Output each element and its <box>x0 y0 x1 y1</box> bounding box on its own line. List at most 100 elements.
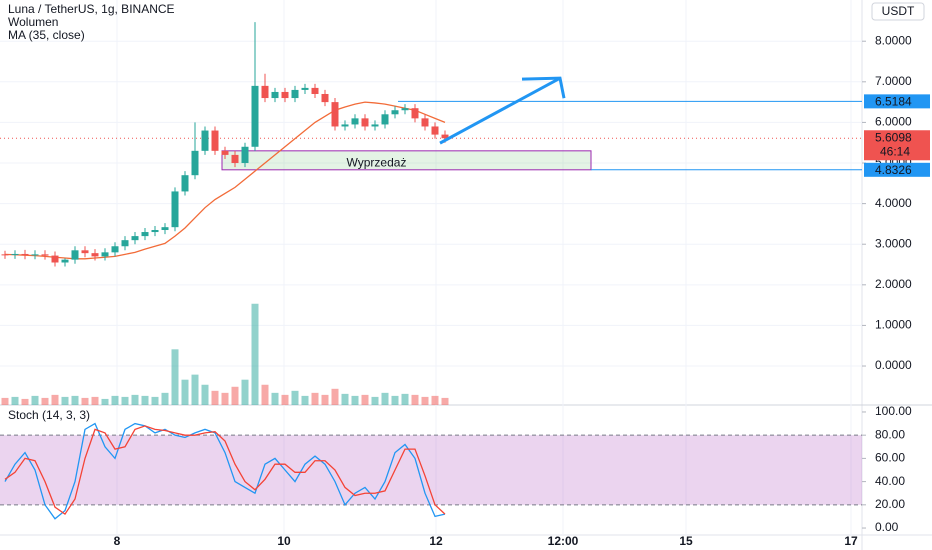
candle-body <box>61 259 69 263</box>
candle-body <box>111 246 119 253</box>
zone-label: Wyprzedaż <box>347 155 407 169</box>
stoch-tick-label: 100.00 <box>875 404 912 418</box>
volume-bar <box>401 393 409 405</box>
y-tick-label: 3.0000 <box>875 236 912 250</box>
candle-body <box>51 255 59 263</box>
candle-body <box>321 93 329 103</box>
chart-title: Luna / TetherUS, 1g, BINANCE <box>8 2 175 16</box>
candle-body <box>351 118 359 125</box>
stoch-line <box>4 422 446 520</box>
volume-bar <box>251 303 259 405</box>
volume-bar <box>191 374 199 405</box>
candle-body <box>271 91 279 99</box>
candle-body <box>371 124 379 127</box>
candle-body <box>211 130 219 151</box>
candle-body <box>101 252 109 257</box>
candle-body <box>341 124 349 127</box>
candle-body <box>191 150 199 176</box>
sell-zone <box>221 150 592 171</box>
x-tick-label: 17 <box>844 534 858 548</box>
stoch-tick-label: 0.00 <box>875 520 899 534</box>
arrow-head <box>521 76 566 99</box>
candle-body <box>441 134 449 139</box>
last-price-badge <box>864 130 930 161</box>
stoch-tick-label: 80.00 <box>875 427 905 441</box>
volume-bar <box>221 392 229 405</box>
candle-body <box>281 91 289 99</box>
x-tick-label: 10 <box>277 534 291 548</box>
candle-body <box>181 175 189 192</box>
volume-bar <box>81 397 89 405</box>
candle-body <box>81 250 89 254</box>
candle-body <box>41 254 49 256</box>
level-label: 6.5184 <box>875 95 912 109</box>
volume-legend: Wolumen <box>8 15 58 29</box>
candle-body <box>221 150 229 155</box>
volume-bar <box>371 396 379 405</box>
volume-bar <box>51 394 59 405</box>
candle-body <box>311 87 319 94</box>
stoch-legend: Stoch (14, 3, 3) <box>8 408 90 422</box>
volume-bar <box>41 397 49 405</box>
candle-body <box>361 118 369 127</box>
volume-bar <box>311 392 319 405</box>
volume-bar <box>151 396 159 405</box>
x-tick-label: 12:00 <box>548 534 579 548</box>
volume-bar <box>351 395 359 405</box>
stoch-tick-label: 40.00 <box>875 474 905 488</box>
volume-bar <box>131 394 139 405</box>
candle-body <box>201 130 209 151</box>
volume-bar <box>291 390 299 405</box>
volume-bar <box>91 396 99 405</box>
y-tick-label: 7.0000 <box>875 74 912 88</box>
volume-bar <box>101 398 109 405</box>
volume-bar <box>331 388 339 405</box>
candle-body <box>231 154 239 164</box>
candle-body <box>161 227 169 231</box>
candle-body <box>71 250 79 260</box>
volume-bar <box>281 394 289 405</box>
candle-body <box>151 230 159 233</box>
arrow-line <box>439 76 561 145</box>
volume-bar <box>1 397 9 405</box>
volume-bar <box>391 395 399 405</box>
stoch-line <box>4 425 446 516</box>
currency[interactable]: USDT <box>882 4 915 18</box>
volume-bar <box>61 396 69 405</box>
volume-bar <box>381 392 389 405</box>
volume-bar <box>71 395 79 405</box>
candle-body <box>401 108 409 111</box>
y-tick-label: 6.0000 <box>875 115 912 129</box>
candle-body <box>381 114 389 125</box>
candle-body <box>391 110 399 115</box>
candle-body <box>261 85 269 99</box>
candle-body <box>301 87 309 90</box>
volume-bar <box>301 395 309 405</box>
volume-bar <box>201 384 209 405</box>
y-tick-label: 1.0000 <box>875 318 912 332</box>
last-price-label: 5.6098 <box>875 130 912 144</box>
candle-body <box>11 253 19 255</box>
volume-bar <box>121 396 129 405</box>
volume-bar <box>411 394 419 405</box>
candle-body <box>241 146 249 164</box>
candle-body <box>421 118 429 127</box>
volume-bar <box>431 395 439 405</box>
volume-bar <box>141 395 149 405</box>
candle-body <box>21 253 29 256</box>
candle-body <box>31 254 39 256</box>
level-badge <box>864 162 930 177</box>
x-tick-label: 8 <box>114 534 121 548</box>
volume-bar <box>21 398 29 405</box>
candle-body <box>131 236 139 241</box>
volume-bar <box>341 393 349 405</box>
volume-bar <box>261 384 269 405</box>
volume-bar <box>111 395 119 405</box>
volume-bar <box>361 394 369 405</box>
candle-body <box>91 253 99 257</box>
currency-button[interactable] <box>871 2 925 21</box>
volume-bar <box>241 379 249 405</box>
y-tick-label: 4.0000 <box>875 196 912 210</box>
